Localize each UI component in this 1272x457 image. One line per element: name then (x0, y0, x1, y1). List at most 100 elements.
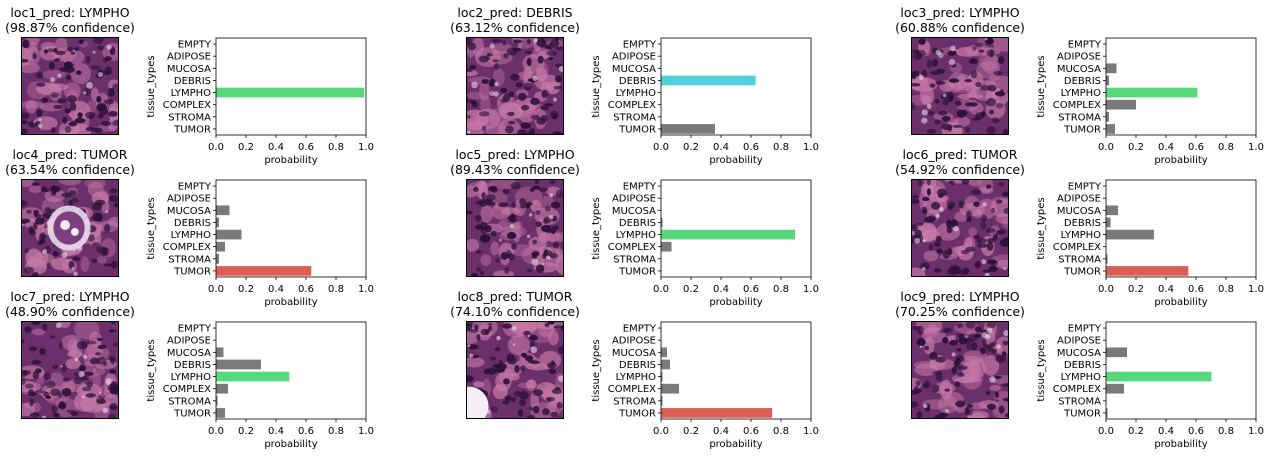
y-axis-label: tissue_types (591, 339, 602, 401)
y-tick-label: DEBRIS (619, 360, 656, 371)
y-tick-label: TUMOR (618, 408, 656, 419)
y-tick-label: LYMPHO (1061, 372, 1102, 383)
x-tick-label: 0.6 (1188, 142, 1204, 153)
y-tick-label: DEBRIS (174, 76, 211, 87)
x-tick-label: 1.0 (358, 142, 374, 153)
x-tick-label: 0.4 (1158, 284, 1174, 295)
x-tick-label: 0.6 (298, 426, 314, 437)
y-tick-label: COMPLEX (1053, 384, 1101, 395)
x-axis-label: probability (1154, 297, 1207, 308)
x-tick-label: 0.0 (1098, 284, 1114, 295)
prediction-label: loc6_pred: TUMOR (902, 147, 1018, 162)
y-tick-label: MUCOSA (167, 206, 211, 217)
confidence-label: (70.25% confidence) (895, 304, 1025, 319)
y-tick-label: STROMA (1058, 254, 1101, 265)
bar-debris (1106, 75, 1109, 86)
x-tick-label: 0.0 (1098, 142, 1114, 153)
axes-frame (1105, 37, 1257, 136)
y-tick-label: MUCOSA (1057, 348, 1101, 359)
x-tick-label: 1.0 (1248, 142, 1264, 153)
bar-lympho (661, 371, 663, 382)
confidence-label: (63.12% confidence) (450, 20, 580, 35)
x-tick-label: 0.2 (1128, 142, 1144, 153)
x-tick-label: 0.2 (683, 142, 699, 153)
bar-debris (661, 75, 756, 86)
x-tick-label: 0.2 (1128, 284, 1144, 295)
x-tick-label: 0.4 (268, 142, 284, 153)
y-tick-label: LYMPHO (1061, 230, 1102, 241)
x-tick-label: 0.0 (1098, 426, 1114, 437)
y-tick-label: COMPLEX (163, 100, 211, 111)
x-tick-label: 0.6 (743, 426, 759, 437)
x-tick-label: 0.2 (1128, 426, 1144, 437)
bar-mucosa (661, 347, 667, 358)
y-tick-label: DEBRIS (1064, 218, 1101, 229)
x-tick-label: 1.0 (803, 426, 819, 437)
x-tick-label: 0.6 (298, 284, 314, 295)
prediction-label: loc1_pred: LYMPHO (10, 5, 130, 20)
bar-lympho (216, 229, 242, 240)
y-tick-label: COMPLEX (608, 242, 656, 253)
x-tick-label: 0.4 (268, 284, 284, 295)
bar-mucosa (1106, 205, 1118, 216)
bar-complex (216, 241, 225, 252)
bar-tumor (216, 266, 312, 276)
probability-chart: EMPTY ADIPOSE MUCOSA DEBRIS LYMPHO COMPLEX STR… (591, 34, 819, 171)
bar-debris (1106, 217, 1111, 228)
y-axis-label: tissue_types (1036, 339, 1047, 401)
x-tick-label: 0.0 (208, 284, 224, 295)
y-tick-label: LYMPHO (171, 372, 212, 383)
prediction-label: loc2_pred: DEBRIS (457, 5, 573, 20)
y-tick-label: ADIPOSE (167, 336, 211, 347)
y-tick-label: TUMOR (1063, 124, 1101, 135)
y-tick-label: TUMOR (173, 408, 211, 419)
y-tick-label: DEBRIS (174, 360, 211, 371)
tissue-image (466, 321, 564, 419)
x-tick-label: 0.6 (743, 142, 759, 153)
axes-frame (660, 179, 812, 278)
tissue-image (21, 321, 119, 419)
x-axis-label: probability (264, 297, 317, 308)
y-tick-label: STROMA (168, 112, 211, 123)
y-tick-label: LYMPHO (616, 372, 657, 383)
axes-frame (660, 321, 812, 420)
x-axis-label: probability (709, 439, 762, 450)
y-tick-label: ADIPOSE (1057, 194, 1101, 205)
x-axis-label: probability (1154, 439, 1207, 450)
tissue-image (911, 179, 1009, 277)
y-tick-label: TUMOR (618, 266, 656, 277)
y-tick-label: EMPTY (178, 182, 212, 193)
y-axis-label: tissue_types (146, 55, 157, 117)
bar-lympho (1106, 229, 1154, 240)
bar-stroma (216, 253, 219, 264)
axes-frame (215, 321, 367, 420)
x-tick-label: 0.8 (328, 426, 344, 437)
x-tick-label: 1.0 (358, 426, 374, 437)
tissue-image (466, 179, 564, 277)
confidence-label: (54.92% confidence) (895, 162, 1025, 177)
x-tick-label: 0.2 (683, 426, 699, 437)
y-tick-label: STROMA (168, 254, 211, 265)
bar-lympho (216, 371, 290, 382)
y-tick-label: DEBRIS (619, 218, 656, 229)
bar-lympho (1106, 371, 1212, 382)
y-tick-label: STROMA (613, 254, 656, 265)
bar-lympho (1106, 87, 1198, 98)
y-tick-label: ADIPOSE (1057, 52, 1101, 63)
x-axis-label: probability (709, 297, 762, 308)
y-tick-label: EMPTY (1068, 40, 1102, 51)
bar-tumor (1106, 408, 1108, 418)
prediction-label: loc9_pred: LYMPHO (900, 289, 1020, 304)
y-tick-label: DEBRIS (174, 218, 211, 229)
confidence-label: (74.10% confidence) (450, 304, 580, 319)
y-tick-label: STROMA (1058, 112, 1101, 123)
tissue-image (21, 37, 119, 135)
x-tick-label: 0.0 (653, 426, 669, 437)
panel-title: loc2_pred: DEBRIS (63.12% confidence) (435, 5, 595, 35)
x-tick-label: 0.4 (713, 284, 729, 295)
y-tick-label: DEBRIS (619, 76, 656, 87)
prediction-label: loc7_pred: LYMPHO (10, 289, 130, 304)
y-tick-label: COMPLEX (608, 100, 656, 111)
tissue-image (911, 37, 1009, 135)
